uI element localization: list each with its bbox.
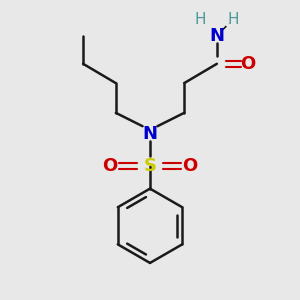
Text: O: O	[102, 157, 118, 175]
Text: H: H	[227, 12, 239, 27]
Text: O: O	[182, 157, 198, 175]
Text: H: H	[195, 12, 206, 27]
Text: N: N	[209, 27, 224, 45]
Text: N: N	[142, 125, 158, 143]
Text: S: S	[143, 157, 157, 175]
Text: O: O	[241, 55, 256, 73]
